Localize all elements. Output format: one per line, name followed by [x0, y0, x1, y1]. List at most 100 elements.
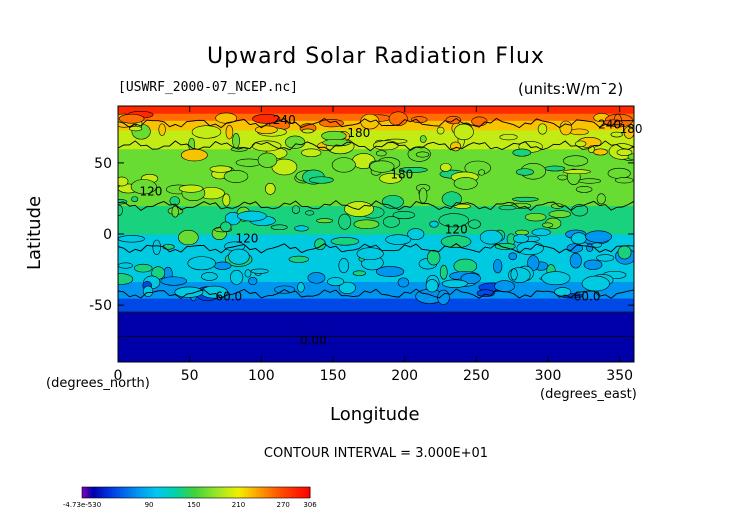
colorbar-swatch [272, 487, 275, 498]
heatmap-band [118, 193, 634, 197]
colorbar-swatch [248, 487, 251, 498]
heatmap-band [118, 334, 634, 337]
colorbar-swatch [102, 487, 105, 498]
heatmap-patch [130, 179, 157, 195]
heatmap-patch [591, 242, 603, 248]
heatmap-patch [174, 286, 204, 298]
heatmap-patch [213, 261, 232, 270]
colorbar-tick-label: 270 [276, 501, 289, 509]
heatmap-patch [610, 131, 623, 138]
colorbar-swatch [176, 487, 179, 498]
heatmap-patch [307, 272, 326, 284]
heatmap-patch [118, 204, 123, 216]
heatmap-patch [596, 254, 615, 262]
heatmap-patch [563, 155, 589, 167]
heatmap-patch [515, 168, 534, 176]
colorbar-swatch [238, 487, 241, 498]
heatmap-band [118, 279, 634, 283]
heatmap-band [118, 271, 634, 275]
colorbar-swatch [280, 487, 283, 498]
file-label: [USWRF_2000-07_NCEP.nc] [118, 80, 299, 95]
heatmap-band [118, 155, 634, 158]
colorbar: -4.73e-530 90 150 210 270 306 [63, 486, 317, 509]
heatmap-band [118, 174, 634, 178]
colorbar-swatch [212, 487, 215, 498]
colorbar-swatch [286, 487, 289, 498]
heatmap-patch [338, 281, 356, 294]
heatmap-patch [392, 210, 416, 220]
heatmap-band [118, 106, 634, 108]
heatmap-band [118, 303, 634, 306]
heatmap-patch [436, 126, 445, 135]
heatmap-patch [511, 196, 539, 202]
x-axis-label: Longitude [330, 404, 420, 425]
colorbar-swatch [166, 487, 169, 498]
heatmap-band [118, 198, 634, 202]
heatmap-band [118, 312, 634, 317]
heatmap-band [118, 307, 634, 310]
heatmap-band [118, 134, 634, 137]
colorbar-swatch [302, 487, 305, 498]
colorbar-swatch [98, 487, 101, 498]
heatmap-patch [559, 120, 573, 136]
heatmap-patch [352, 270, 366, 276]
heatmap-patch [191, 125, 222, 139]
heatmap-band [118, 298, 634, 300]
colorbar-swatch [92, 487, 95, 498]
heatmap-patch [118, 235, 145, 243]
colorbar-swatch [130, 487, 133, 498]
heatmap-band [118, 217, 634, 221]
contour-label: 60.0 [215, 290, 242, 304]
heatmap-patch [232, 133, 240, 149]
heatmap-band [118, 108, 634, 111]
heatmap-patch [516, 241, 544, 256]
y-unit-note: (degrees_north) [46, 376, 150, 391]
heatmap-patch [510, 268, 518, 281]
heatmap-patch [131, 196, 139, 203]
colorbar-swatch [146, 487, 149, 498]
contour-line [118, 117, 634, 129]
heatmap-band [118, 302, 634, 305]
colorbar-swatch [96, 487, 99, 498]
heatmap-band [118, 315, 634, 320]
heatmap-band [118, 130, 634, 133]
colorbar-swatch [262, 487, 265, 498]
heatmap-band [118, 191, 634, 195]
heatmap-patch [252, 113, 281, 124]
heatmap-band [118, 292, 634, 294]
colorbar-swatch [116, 487, 119, 498]
colorbar-tick-label: 306 [303, 501, 317, 509]
colorbar-swatch [196, 487, 199, 498]
heatmap-patch [118, 199, 128, 205]
heatmap-patch [498, 205, 517, 211]
heatmap-patch [270, 224, 288, 231]
colorbar-swatch [266, 487, 269, 498]
colorbar-swatch [144, 487, 147, 498]
colorbar-swatch [126, 487, 129, 498]
heatmap-band [118, 229, 634, 233]
colorbar-swatch [142, 487, 145, 498]
heatmap-band [118, 236, 634, 240]
heatmap-patch [541, 271, 571, 286]
contour-label: 180 [620, 122, 643, 136]
heatmap-patch [508, 252, 518, 261]
colorbar-swatch [184, 487, 187, 498]
chart-title: Upward Solar Radiation Flux [207, 44, 545, 69]
heatmap-band [118, 337, 634, 339]
heatmap-band [118, 159, 634, 162]
heatmap-band [118, 245, 634, 249]
contour-label: 240 [273, 113, 296, 127]
colorbar-swatch [156, 487, 159, 498]
colorbar-swatch [190, 487, 193, 498]
heatmap-patch [265, 182, 276, 195]
colorbar-swatch [200, 487, 203, 498]
heatmap-patch [453, 177, 478, 190]
colorbar-swatch [218, 487, 221, 498]
heatmap-patch [440, 235, 472, 249]
colorbar-swatch [120, 487, 123, 498]
colorbar-swatch [288, 487, 291, 498]
colorbar-swatch [216, 487, 219, 498]
colorbar-swatch [204, 487, 207, 498]
heatmap-band [118, 296, 634, 299]
